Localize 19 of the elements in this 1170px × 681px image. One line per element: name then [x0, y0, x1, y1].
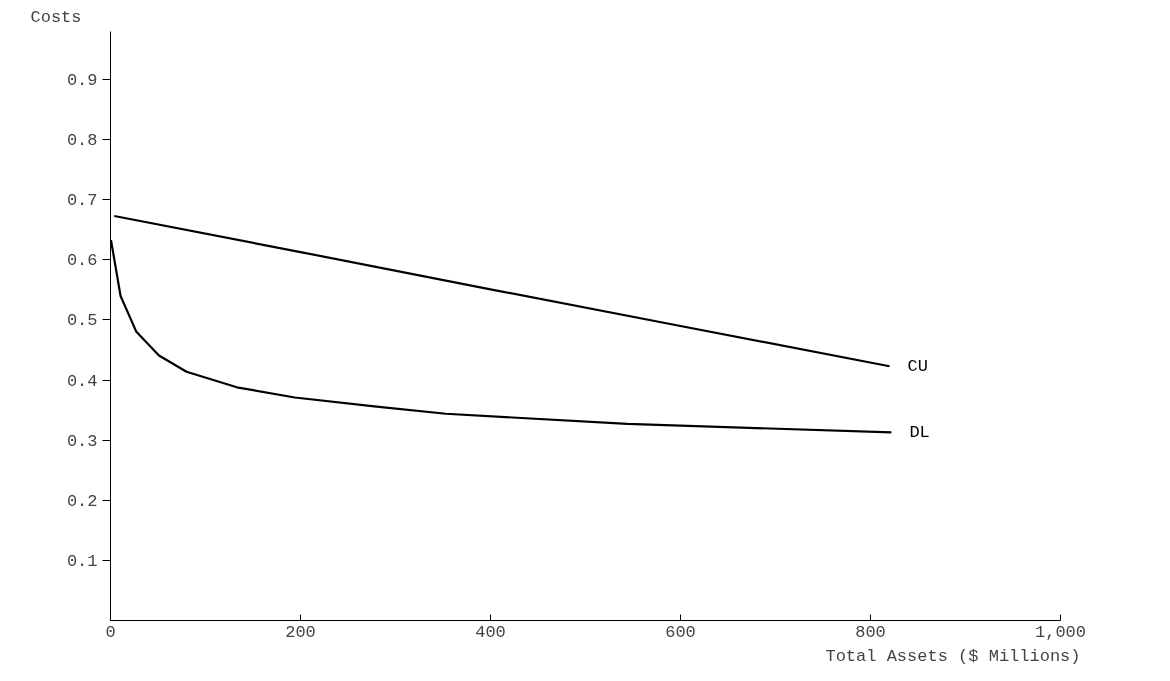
y-tick-label: 0.3: [66, 431, 98, 451]
y-tick-label: 0.5: [66, 311, 98, 331]
x-axis-title: Total Assets ($ Millions): [825, 646, 1081, 666]
y-tick-label: 0.9: [66, 71, 98, 91]
y-tick-label: 0.7: [66, 191, 98, 211]
y-axis-title: Costs: [30, 7, 82, 27]
series-label: CU: [907, 356, 928, 376]
x-tick-label: 400: [475, 622, 506, 642]
y-tick-label: 0.4: [66, 371, 98, 391]
x-tick-label: 800: [855, 622, 886, 642]
y-tick-label: 0.8: [66, 131, 98, 151]
x-tick-label: 600: [665, 622, 696, 642]
x-tick-label: 1,000: [1035, 622, 1087, 642]
y-tick-label: 0.1: [66, 551, 98, 571]
x-tick-label: 0: [105, 622, 116, 642]
x-tick-label: 200: [285, 622, 316, 642]
y-tick-label: 0.2: [66, 491, 98, 511]
series-label: DL: [909, 422, 930, 442]
y-tick-label: 0.6: [66, 251, 98, 271]
